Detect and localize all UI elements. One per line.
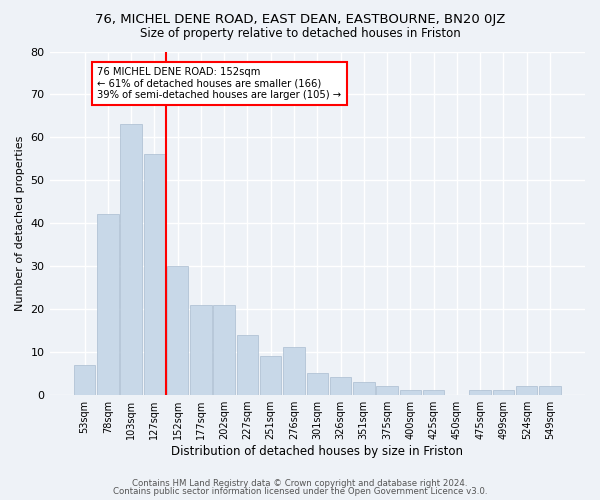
Bar (307, 373, 328, 394)
Text: Size of property relative to detached houses in Friston: Size of property relative to detached ho… (140, 28, 460, 40)
Bar (423, 390, 445, 394)
Bar (283, 348, 305, 395)
Bar (376, 386, 398, 394)
Bar (353, 382, 374, 394)
Bar (214, 304, 235, 394)
Y-axis label: Number of detached properties: Number of detached properties (15, 136, 25, 310)
Bar (493, 390, 514, 394)
Bar (237, 334, 258, 394)
Bar (143, 154, 165, 394)
Bar (400, 390, 421, 394)
Bar (330, 378, 351, 394)
Text: Contains HM Land Registry data © Crown copyright and database right 2024.: Contains HM Land Registry data © Crown c… (132, 478, 468, 488)
Bar (516, 386, 538, 394)
Text: 76, MICHEL DENE ROAD, EAST DEAN, EASTBOURNE, BN20 0JZ: 76, MICHEL DENE ROAD, EAST DEAN, EASTBOU… (95, 12, 505, 26)
Bar (260, 356, 281, 395)
Bar (469, 390, 491, 394)
Bar (167, 266, 188, 394)
Bar (539, 386, 560, 394)
Text: Contains public sector information licensed under the Open Government Licence v3: Contains public sector information licen… (113, 487, 487, 496)
Bar (121, 124, 142, 394)
X-axis label: Distribution of detached houses by size in Friston: Distribution of detached houses by size … (171, 444, 463, 458)
Bar (97, 214, 119, 394)
Text: 76 MICHEL DENE ROAD: 152sqm
← 61% of detached houses are smaller (166)
39% of se: 76 MICHEL DENE ROAD: 152sqm ← 61% of det… (97, 66, 341, 100)
Bar (190, 304, 212, 394)
Bar (74, 364, 95, 394)
